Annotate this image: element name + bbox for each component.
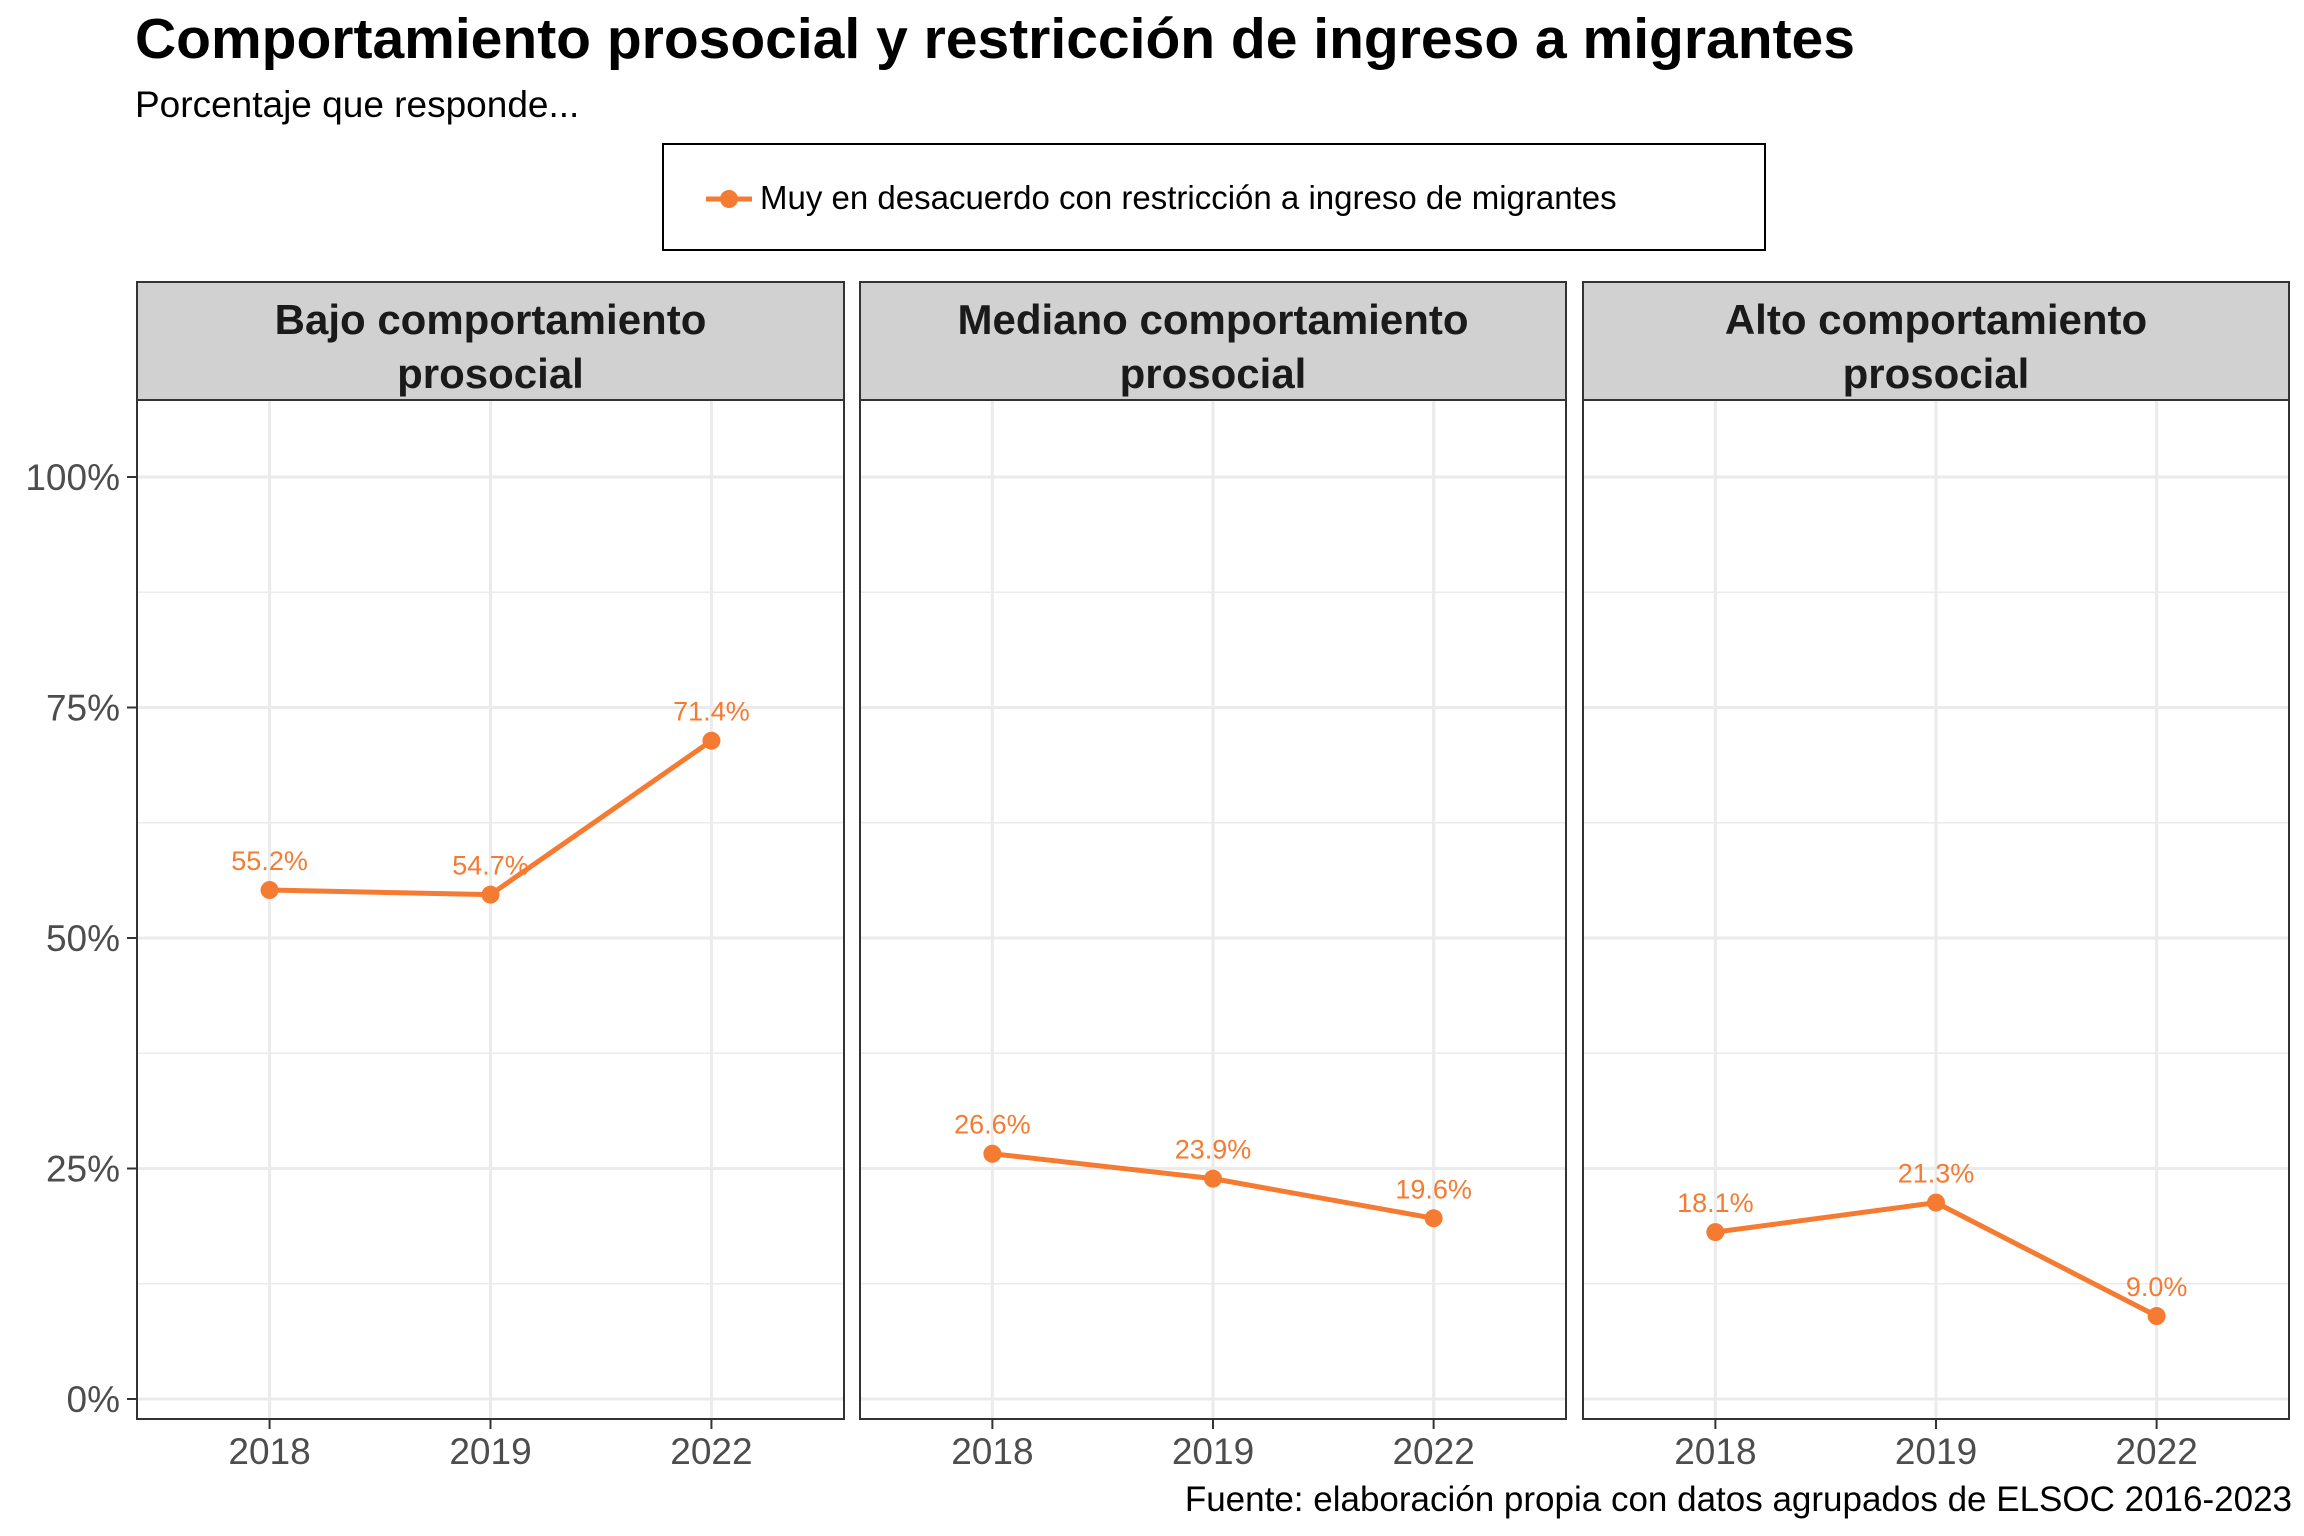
x-tick-label: 2019 (449, 1431, 531, 1472)
data-point (983, 1144, 1002, 1163)
x-tick-label: 2022 (670, 1431, 752, 1472)
panel-1-title-line: prosocial (397, 350, 584, 397)
legend-key-point (720, 190, 738, 208)
y-tick-label: 75% (46, 688, 120, 729)
data-point (2147, 1307, 2166, 1326)
data-point (1424, 1209, 1443, 1228)
x-tick-label: 2018 (1674, 1431, 1756, 1472)
x-tick-label: 2022 (2115, 1431, 2197, 1472)
chart-caption: Fuente: elaboración propia con datos agr… (1184, 1480, 2292, 1519)
y-tick-label: 100% (25, 457, 120, 498)
data-label: 71.4% (673, 697, 750, 727)
data-label: 55.2% (231, 846, 308, 876)
legend-label: Muy en desacuerdo con restricción a ingr… (760, 179, 1617, 216)
panel-3-title-line: Alto comportamiento (1725, 296, 2147, 343)
chart-subtitle: Porcentaje que responde... (135, 84, 580, 125)
data-point (1706, 1223, 1725, 1242)
panel-2-title-line: prosocial (1120, 350, 1307, 397)
panel-1-title-line: Bajo comportamiento (275, 296, 707, 343)
panel-2-strip (859, 281, 1567, 401)
x-tick-label: 2018 (951, 1431, 1033, 1472)
x-tick-label: 2018 (228, 1431, 310, 1472)
y-tick-label: 50% (46, 918, 120, 959)
y-tick-label: 25% (46, 1149, 120, 1190)
x-tick-label: 2019 (1895, 1431, 1977, 1472)
legend-key (706, 190, 752, 208)
data-point (260, 881, 279, 900)
data-point (481, 885, 500, 904)
panel-3-strip (1582, 281, 2290, 401)
legend: Muy en desacuerdo con restricción a ingr… (662, 143, 1766, 251)
data-label: 26.6% (954, 1110, 1031, 1140)
panel-2-title-line: Mediano comportamiento (957, 296, 1468, 343)
data-label: 9.0% (2126, 1272, 2188, 1302)
data-label: 18.1% (1677, 1188, 1754, 1218)
data-label: 23.9% (1175, 1135, 1252, 1165)
data-point (1927, 1193, 1945, 1212)
data-point (1204, 1169, 1222, 1188)
data-label: 54.7% (452, 851, 529, 881)
data-label: 19.6% (1395, 1174, 1472, 1204)
x-tick-label: 2019 (1172, 1431, 1254, 1472)
chart-title: Comportamiento prosocial y restricción d… (135, 7, 1855, 71)
data-label: 21.3% (1898, 1159, 1975, 1189)
x-tick-label: 2022 (1392, 1431, 1474, 1472)
y-tick-label: 0% (67, 1379, 120, 1420)
data-point (702, 731, 721, 750)
panel-3-title-line: prosocial (1843, 350, 2030, 397)
panel-1-strip (136, 281, 845, 401)
